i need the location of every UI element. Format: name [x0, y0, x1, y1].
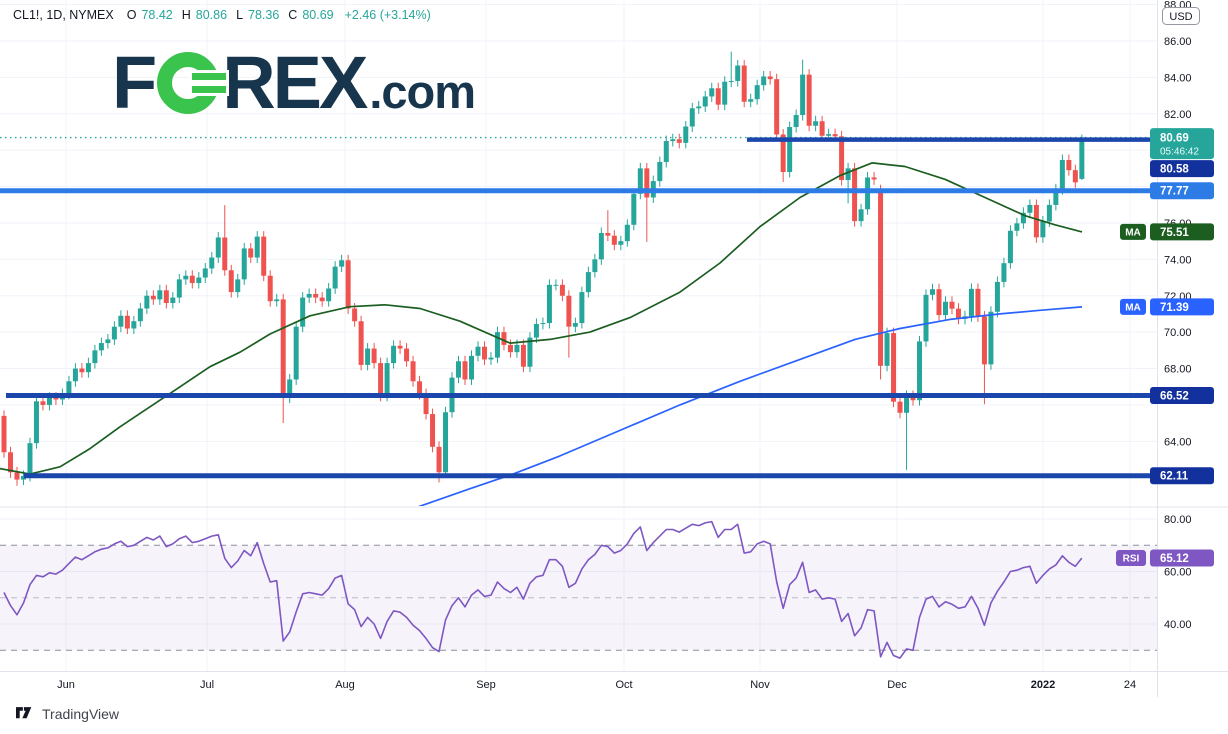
rsi-value-badge: 65.12 RSI — [1116, 549, 1214, 567]
svg-text:Jun: Jun — [57, 679, 75, 691]
svg-text:RSI: RSI — [1123, 554, 1140, 565]
level-price-badge: 77.77 — [1150, 182, 1214, 200]
svg-text:Dec: Dec — [887, 679, 907, 691]
tradingview-brand-text: TradingView — [42, 706, 120, 722]
svg-text:86.00: 86.00 — [1164, 36, 1192, 48]
svg-text:24: 24 — [1124, 679, 1136, 691]
svg-text:62.11: 62.11 — [1160, 471, 1189, 483]
svg-text:Aug: Aug — [335, 679, 355, 691]
symbol-info-bar: CL1!, 1D, NYMEX O 78.42 H 80.86 L 78.36 C 80… — [13, 8, 431, 22]
svg-text:MA: MA — [1125, 302, 1141, 313]
open-value: 78.42 — [141, 8, 173, 22]
svg-text:70.00: 70.00 — [1164, 327, 1192, 339]
svg-text:05:46:42: 05:46:42 — [1160, 147, 1199, 158]
change-value: +2.46 (+3.14%) — [344, 8, 431, 22]
ma-value-badge: 75.51 MA — [1120, 223, 1214, 241]
svg-text:Oct: Oct — [615, 679, 632, 691]
svg-text:80.69: 80.69 — [1160, 133, 1189, 145]
svg-text:82.00: 82.00 — [1164, 109, 1192, 121]
time-axis[interactable]: Jun Jul Aug Sep Oct Nov Dec 2022 24 — [57, 679, 1136, 691]
svg-text:84.00: 84.00 — [1164, 72, 1192, 84]
forex-com-watermark: F REX .com — [112, 41, 476, 124]
svg-text:Jul: Jul — [200, 679, 214, 691]
svg-text:74.00: 74.00 — [1164, 254, 1192, 266]
ma-fast-line[interactable] — [0, 162, 1083, 475]
svg-text:77.77: 77.77 — [1160, 186, 1189, 198]
svg-text:MA: MA — [1125, 227, 1141, 238]
last-price-badge: 80.69 05:46:42 — [1150, 128, 1214, 160]
close-value: 80.69 — [302, 8, 334, 22]
svg-text:40.00: 40.00 — [1164, 619, 1192, 631]
svg-text:2022: 2022 — [1031, 679, 1055, 691]
svg-text:68.00: 68.00 — [1164, 364, 1192, 376]
svg-text:USD: USD — [1169, 11, 1192, 23]
high-label: H — [181, 8, 191, 22]
symbol-title[interactable]: CL1!, 1D, NYMEX — [13, 8, 114, 22]
pane-separators — [0, 0, 1228, 697]
svg-text:Sep: Sep — [476, 679, 496, 691]
tradingview-logo-icon — [16, 706, 32, 718]
price-axis[interactable]: 88.0086.0084.0082.0076.0074.0072.0070.00… — [1162, 0, 1200, 631]
price-pane[interactable] — [0, 51, 1157, 507]
ma-slow-line[interactable] — [417, 306, 1083, 507]
svg-text:88.00: 88.00 — [1164, 0, 1192, 12]
close-label: C — [288, 8, 298, 22]
ma-value-badge: 71.39 MA — [1120, 298, 1214, 316]
svg-text:60.00: 60.00 — [1164, 567, 1192, 579]
candlestick-series — [1, 51, 1085, 486]
high-value: 80.86 — [195, 8, 228, 22]
rsi-indicator-pane[interactable] — [0, 520, 1157, 659]
svg-text:80.58: 80.58 — [1160, 164, 1189, 176]
watermark-text-rex: REX — [222, 41, 368, 124]
level-price-badge: 62.11 — [1150, 467, 1214, 485]
open-label: O — [126, 8, 137, 22]
currency-badge[interactable]: USD — [1162, 7, 1200, 25]
svg-text:Nov: Nov — [750, 679, 770, 691]
svg-text:65.12: 65.12 — [1160, 553, 1189, 565]
watermark-text-f: F — [112, 41, 157, 124]
watermark-text-com: .com — [369, 65, 476, 118]
svg-text:75.51: 75.51 — [1160, 227, 1189, 239]
forex-coin-o-icon — [157, 52, 227, 114]
svg-text:66.52: 66.52 — [1160, 390, 1189, 402]
svg-text:80.00: 80.00 — [1164, 514, 1192, 526]
tradingview-attribution[interactable]: TradingView — [16, 706, 119, 722]
rsi-line — [3, 520, 1083, 659]
svg-text:64.00: 64.00 — [1164, 436, 1192, 448]
svg-text:71.39: 71.39 — [1160, 302, 1189, 314]
level-price-badge: 80.58 — [1150, 160, 1214, 178]
low-label: L — [236, 8, 244, 22]
level-price-badge: 66.52 — [1150, 386, 1214, 404]
low-value: 78.36 — [248, 8, 280, 22]
